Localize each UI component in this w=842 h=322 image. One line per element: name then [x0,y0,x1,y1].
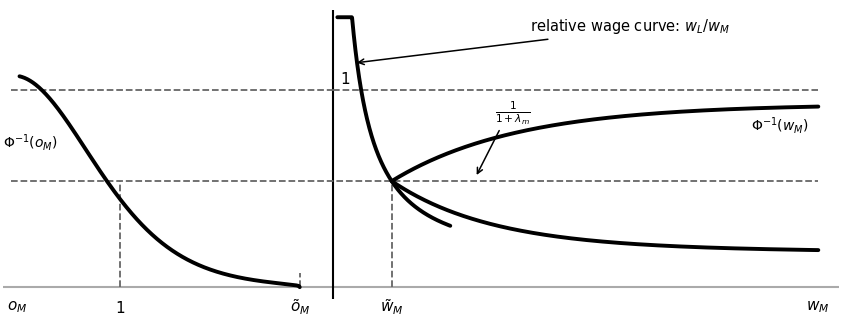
Text: $\tilde{w}_M$: $\tilde{w}_M$ [380,298,403,317]
Text: $\frac{1}{1+\lambda_m}$: $\frac{1}{1+\lambda_m}$ [495,100,531,128]
Text: $\tilde{o}_M$: $\tilde{o}_M$ [290,298,310,317]
Text: relative wage curve: $w_L/w_M$: relative wage curve: $w_L/w_M$ [530,17,730,36]
Text: $1$: $1$ [115,300,125,316]
Text: $\Phi^{-1}(o_M)$: $\Phi^{-1}(o_M)$ [3,132,57,153]
Text: $o_M$: $o_M$ [7,300,27,316]
Text: $\Phi^{-1}(w_M)$: $\Phi^{-1}(w_M)$ [751,115,809,136]
Text: $1$: $1$ [340,71,350,87]
Text: $w_M$: $w_M$ [806,300,829,316]
